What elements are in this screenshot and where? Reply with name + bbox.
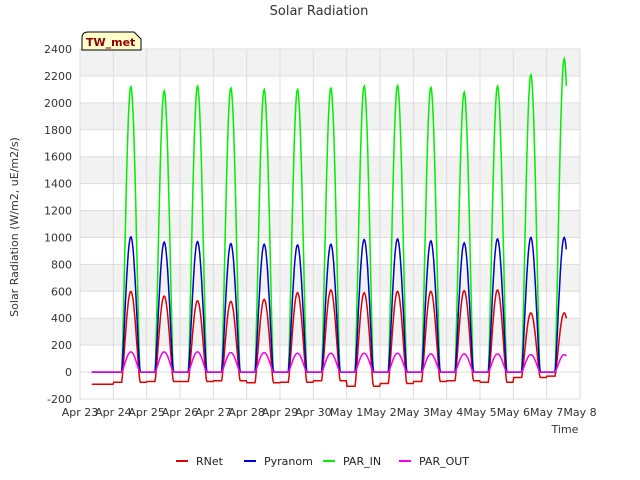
y-tick-label: -200 bbox=[47, 393, 72, 406]
grid-band bbox=[80, 264, 580, 292]
x-tick-label: May 8 bbox=[563, 406, 596, 419]
y-tick-label: 2200 bbox=[44, 70, 72, 83]
y-axis-label: Solar Radiation (W/m2, uE/m2/s) bbox=[8, 137, 21, 317]
y-tick-label: 400 bbox=[51, 312, 72, 325]
y-tick-label: 800 bbox=[51, 258, 72, 271]
x-tick-label: May 2 bbox=[363, 406, 396, 419]
chart-title: Solar Radiation bbox=[270, 4, 369, 19]
y-tick-label: 1000 bbox=[44, 231, 72, 244]
legend-label: PAR_IN bbox=[343, 455, 381, 468]
grid-band bbox=[80, 49, 580, 76]
station-badge: TW_met bbox=[81, 31, 142, 51]
y-tick-label: 1800 bbox=[44, 124, 72, 137]
x-tick-label: May 1 bbox=[330, 406, 363, 419]
series-lines bbox=[91, 56, 568, 387]
grid-band bbox=[80, 318, 580, 346]
x-tick-label: Apr 23 bbox=[62, 406, 99, 419]
y-tick-label: 200 bbox=[51, 339, 72, 352]
x-tick-label: May 3 bbox=[397, 406, 430, 419]
y-tick-label: 1400 bbox=[44, 178, 72, 191]
grid-band bbox=[80, 102, 580, 130]
legend-label: Pyranom bbox=[264, 455, 313, 468]
grid-bands bbox=[80, 49, 580, 346]
y-tick-label: 0 bbox=[65, 366, 72, 379]
grid-lines bbox=[79, 48, 581, 400]
x-tick-label: Apr 26 bbox=[162, 406, 199, 419]
series-line-par_out bbox=[91, 351, 567, 373]
x-tick-label: Apr 25 bbox=[128, 406, 165, 419]
series-line-rnet bbox=[91, 288, 568, 387]
y-tick-label: 2400 bbox=[44, 43, 72, 56]
badge-text: TW_met bbox=[86, 36, 135, 49]
y-tick-label: 600 bbox=[51, 285, 72, 298]
grid-band bbox=[80, 210, 580, 238]
legend-label: PAR_OUT bbox=[419, 455, 469, 468]
x-tick-label: Apr 27 bbox=[195, 406, 232, 419]
grid-band bbox=[80, 156, 580, 184]
x-tick-label: May 4 bbox=[430, 406, 463, 419]
y-tick-label: 2000 bbox=[44, 97, 72, 110]
x-tick-label: May 6 bbox=[497, 406, 530, 419]
y-tick-labels: -200 0 200 400 600 800 1000 1200 1400 1600 1800 200… bbox=[44, 43, 72, 406]
x-tick-label: May 7 bbox=[530, 406, 563, 419]
x-tick-label: Apr 24 bbox=[95, 406, 132, 419]
legend-label: RNet bbox=[196, 455, 224, 468]
x-axis-label: Time bbox=[551, 423, 579, 436]
y-tick-label: 1600 bbox=[44, 151, 72, 164]
x-tick-label: May 5 bbox=[463, 406, 496, 419]
x-tick-label: Apr 30 bbox=[295, 406, 332, 419]
y-tick-label: 1200 bbox=[44, 205, 72, 218]
x-tick-label: Apr 28 bbox=[228, 406, 265, 419]
legend: RNet Pyranom PAR_IN PAR_OUT bbox=[176, 455, 469, 468]
x-tick-label: Apr 29 bbox=[262, 406, 299, 419]
